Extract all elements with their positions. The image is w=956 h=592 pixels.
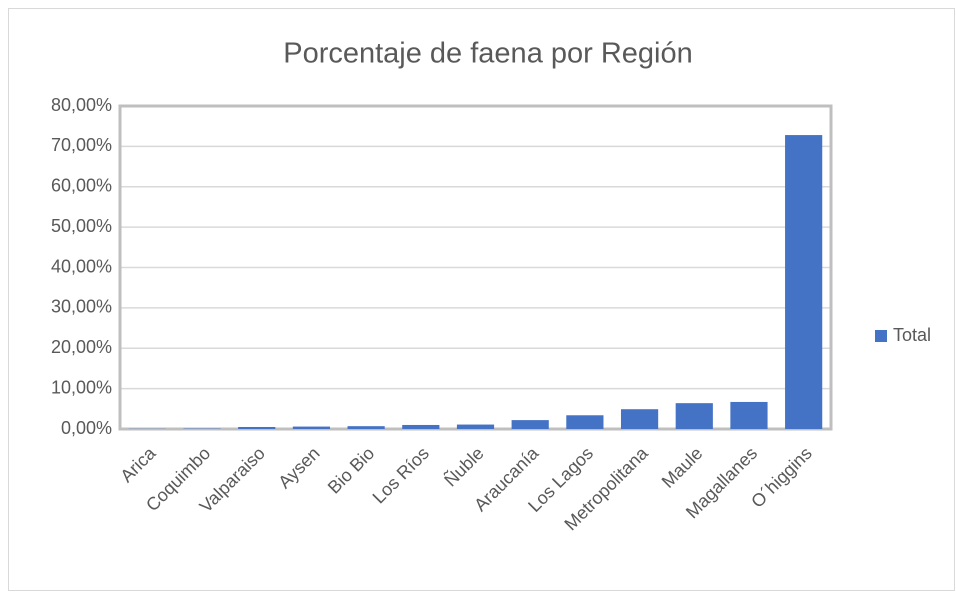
y-tick-label: 20,00%: [51, 337, 112, 357]
legend-label: Total: [893, 325, 931, 345]
legend-swatch: [875, 330, 887, 342]
y-tick-label: 10,00%: [51, 377, 112, 397]
bar: [785, 135, 823, 429]
y-tick-label: 0,00%: [61, 418, 112, 438]
y-tick-label: 30,00%: [51, 297, 112, 317]
bar: [730, 401, 768, 429]
bar: [675, 403, 713, 429]
y-tick-label: 60,00%: [51, 176, 112, 196]
bar: [402, 424, 440, 429]
bar: [566, 415, 604, 429]
y-tick-label: 70,00%: [51, 135, 112, 155]
bar: [292, 426, 331, 429]
bar: [620, 409, 659, 429]
bar: [347, 426, 385, 429]
chart-title: Porcentaje de faena por Región: [283, 38, 693, 70]
y-tick-label: 50,00%: [51, 216, 112, 236]
y-tick-label: 80,00%: [51, 95, 112, 115]
y-tick-label: 40,00%: [51, 256, 112, 276]
bar: [511, 420, 549, 429]
bar: [238, 426, 276, 429]
bar: [456, 424, 495, 429]
